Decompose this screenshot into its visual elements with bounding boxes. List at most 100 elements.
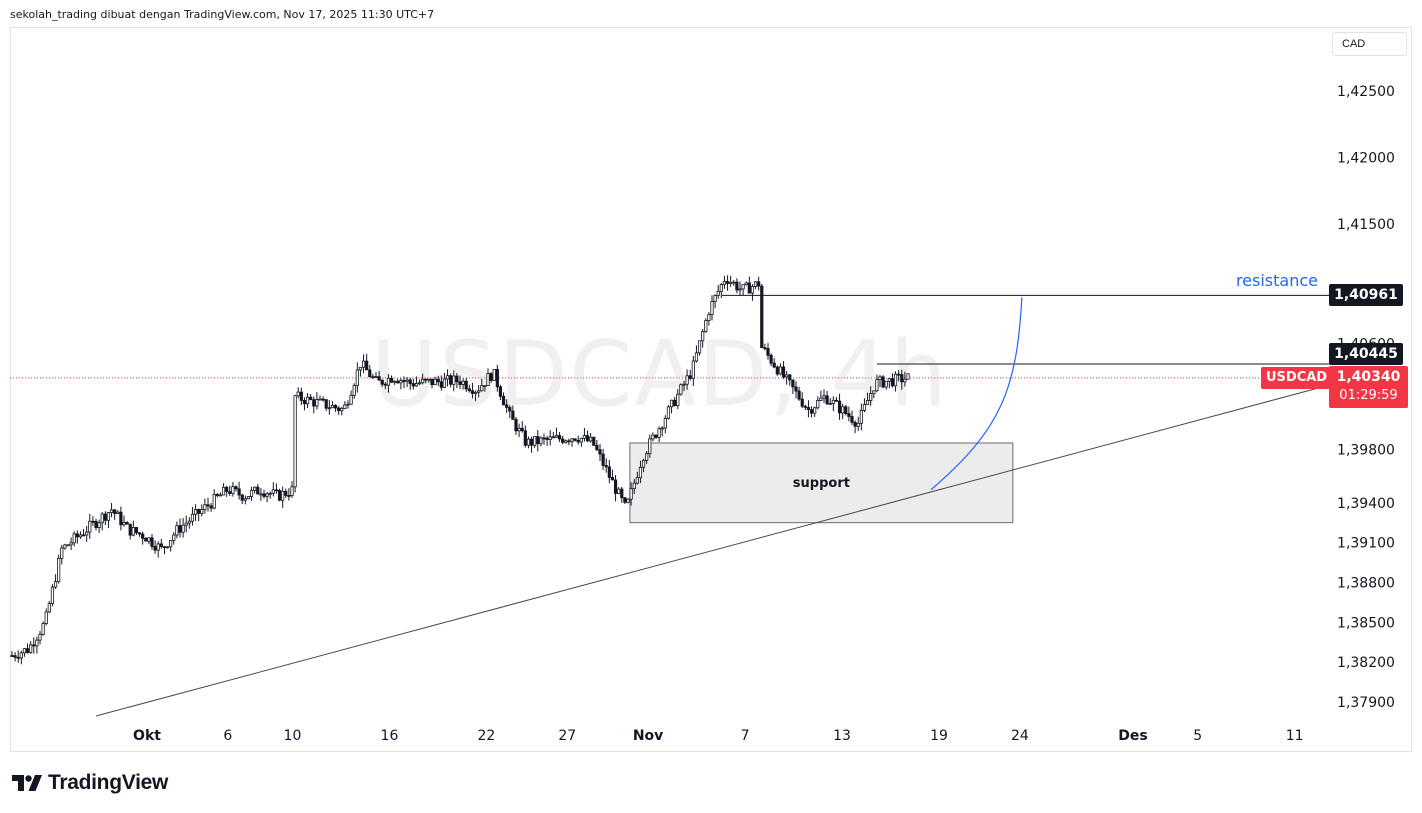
candle-body	[844, 406, 848, 414]
candle-body	[900, 374, 904, 383]
candle-body	[626, 498, 630, 503]
candle-body	[94, 520, 98, 528]
x-tick-label: 19	[930, 728, 948, 744]
candle-body	[458, 381, 462, 385]
y-tick-label: 1,39100	[1337, 536, 1395, 552]
candle-body	[654, 434, 658, 438]
candle-body	[318, 398, 322, 401]
candle-body	[225, 486, 229, 493]
candle-body	[355, 369, 359, 387]
candle-body	[190, 513, 195, 522]
candle-body	[707, 314, 711, 321]
candle-body	[775, 366, 779, 375]
candle-body	[660, 427, 664, 430]
candle-body	[150, 537, 154, 547]
candle-body	[526, 438, 531, 446]
candle-body	[265, 493, 269, 497]
candle-body	[72, 533, 76, 544]
candle-body	[750, 286, 755, 294]
chart-frame[interactable]	[10, 27, 1412, 752]
candle-body	[467, 388, 471, 392]
candle-body	[816, 400, 820, 409]
candle-body	[408, 379, 412, 385]
candle-body	[887, 378, 891, 382]
candle-body	[35, 639, 39, 647]
tradingview-logo[interactable]: TradingView	[12, 770, 168, 796]
candle-body	[234, 486, 238, 490]
candle-body	[579, 437, 583, 443]
x-tick-label: Des	[1118, 728, 1147, 744]
candle-body	[371, 376, 375, 379]
candle-body	[589, 436, 593, 442]
candle-body	[172, 534, 176, 541]
candle-body	[884, 380, 888, 388]
candle-body	[293, 395, 297, 488]
candle-body	[60, 547, 64, 559]
candle-body	[732, 281, 736, 284]
candle-body	[738, 288, 742, 291]
candle-body	[433, 378, 437, 386]
candle-body	[44, 611, 48, 624]
candle-body	[893, 373, 898, 387]
candle-body	[691, 360, 695, 379]
candle-body	[806, 407, 811, 411]
candle-body	[617, 488, 621, 494]
currency-selector[interactable]: CAD	[1332, 32, 1407, 56]
candle-body	[206, 504, 210, 507]
candle-body	[607, 466, 611, 478]
candle-body	[554, 435, 559, 438]
candle-body	[333, 404, 338, 409]
candle-body	[109, 509, 114, 513]
candle-body	[414, 382, 419, 387]
candle-body	[240, 494, 244, 501]
candle-body	[349, 394, 353, 405]
candle-body	[865, 400, 870, 405]
candle-body	[281, 490, 285, 501]
x-tick-label: 11	[1286, 728, 1304, 744]
candle-body	[545, 437, 549, 440]
y-tick-label: 1,37900	[1337, 695, 1395, 711]
candle-body	[729, 281, 733, 284]
candle-body	[601, 453, 605, 466]
candle-body	[766, 348, 770, 356]
candle-body	[427, 378, 431, 381]
candle-body	[175, 525, 179, 536]
candle-body	[449, 375, 453, 385]
candle-body	[573, 438, 577, 441]
candle-body	[875, 379, 879, 392]
candle-body	[508, 407, 512, 412]
candle-body	[651, 434, 655, 440]
bar-countdown: 01:29:59	[1339, 388, 1398, 403]
candle-body	[511, 410, 515, 420]
candle-body	[878, 376, 882, 381]
candle-body	[417, 382, 422, 385]
candle-body	[103, 513, 107, 521]
candle-body	[47, 603, 51, 613]
candle-body	[66, 544, 70, 547]
candle-body	[741, 284, 745, 290]
candle-body	[358, 366, 363, 371]
candle-body	[315, 399, 319, 407]
candle-body	[809, 409, 814, 414]
candle-body	[638, 466, 643, 479]
candle-body	[141, 533, 145, 539]
candle-body	[153, 546, 157, 551]
candle-body	[274, 489, 279, 492]
candle-body	[542, 437, 546, 440]
candle-body	[296, 391, 300, 397]
candle-body	[53, 581, 58, 588]
candle-body	[246, 496, 251, 500]
candle-body	[424, 378, 428, 381]
candle-body	[156, 543, 160, 551]
candle-body	[486, 373, 490, 387]
candle-body	[906, 373, 910, 380]
x-tick-label: Nov	[633, 728, 663, 744]
candle-body	[63, 544, 67, 549]
candle-body	[215, 494, 219, 497]
candle-body	[78, 534, 83, 538]
candle-body	[648, 438, 652, 455]
candle-body	[551, 436, 555, 439]
candle-body	[383, 383, 387, 386]
y-tick-label: 1,42000	[1337, 150, 1395, 166]
